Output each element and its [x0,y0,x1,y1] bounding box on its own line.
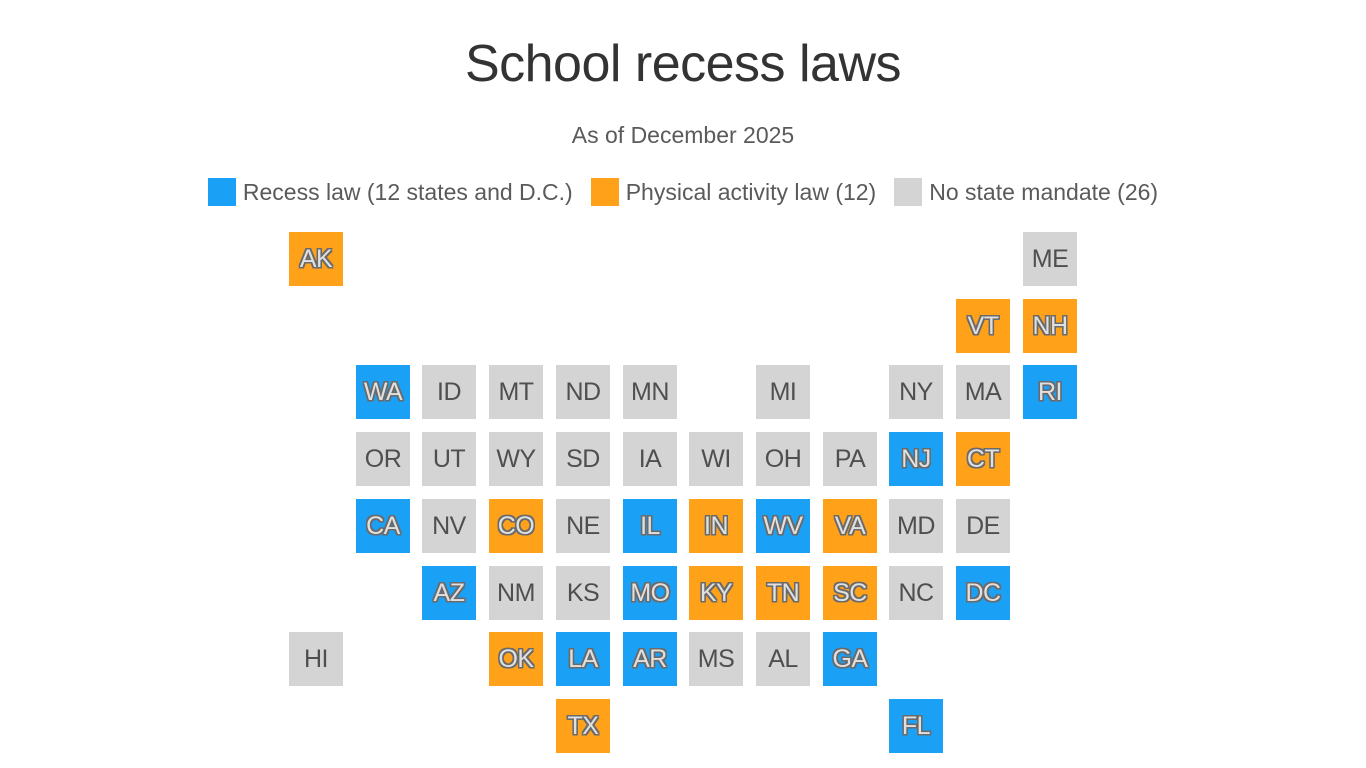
legend: Recess law (12 states and D.C.) Physical… [0,178,1366,206]
state-tile-mo: MO [623,566,677,620]
state-tile-tn: TN [756,566,810,620]
state-tile-ma: MA [956,365,1010,419]
state-tile-ct: CT [956,432,1010,486]
state-tile-md: MD [889,499,943,553]
state-tile-wi: WI [689,432,743,486]
state-tile-tx: TX [556,699,610,753]
state-tile-nh: NH [1023,299,1077,353]
state-tile-az: AZ [422,566,476,620]
state-tile-vt: VT [956,299,1010,353]
legend-label-none: No state mandate (26) [929,178,1159,205]
state-tile-nc: NC [889,566,943,620]
legend-swatch-activity [590,178,619,206]
state-tile-ms: MS [689,632,743,686]
state-tile-al: AL [756,632,810,686]
state-tile-ut: UT [422,432,476,486]
legend-swatch-recess [207,178,236,206]
state-tile-ia: IA [623,432,677,486]
state-tile-la: LA [556,632,610,686]
state-tile-wa: WA [356,365,410,419]
state-tile-ok: OK [489,632,543,686]
state-tile-sd: SD [556,432,610,486]
state-tile-or: OR [356,432,410,486]
legend-item-physical-activity-law: Physical activity law (12) [590,178,877,206]
state-tile-de: DE [956,499,1010,553]
state-tile-ak: AK [289,232,343,286]
state-tile-ri: RI [1023,365,1077,419]
state-tile-co: CO [489,499,543,553]
state-tile-nj: NJ [889,432,943,486]
state-tile-pa: PA [823,432,877,486]
state-tile-hi: HI [289,632,343,686]
state-tile-wv: WV [756,499,810,553]
state-tile-id: ID [422,365,476,419]
state-tile-me: ME [1023,232,1077,286]
state-tile-ca: CA [356,499,410,553]
state-tile-nv: NV [422,499,476,553]
state-tile-sc: SC [823,566,877,620]
chart-title: School recess laws [464,35,902,93]
state-tile-dc: DC [956,566,1010,620]
legend-swatch-none [894,178,923,206]
legend-item-recess-law: Recess law (12 states and D.C.) [207,178,573,206]
state-tile-nd: ND [556,365,610,419]
state-tile-va: VA [823,499,877,553]
state-tile-ks: KS [556,566,610,620]
state-tile-mt: MT [489,365,543,419]
legend-item-no-mandate: No state mandate (26) [894,178,1158,206]
legend-label-activity: Physical activity law (12) [625,178,877,205]
state-tile-mi: MI [756,365,810,419]
state-tile-il: IL [623,499,677,553]
state-tile-ar: AR [623,632,677,686]
legend-label-recess: Recess law (12 states and D.C.) [242,178,573,205]
state-tile-oh: OH [756,432,810,486]
state-tile-ny: NY [889,365,943,419]
state-tile-ga: GA [823,632,877,686]
state-tile-nm: NM [489,566,543,620]
state-tile-wy: WY [489,432,543,486]
state-tile-ky: KY [689,566,743,620]
state-tile-fl: FL [889,699,943,753]
state-tile-mn: MN [623,365,677,419]
chart-subtitle: As of December 2025 [571,122,795,148]
state-tile-ne: NE [556,499,610,553]
state-tile-in: IN [689,499,743,553]
